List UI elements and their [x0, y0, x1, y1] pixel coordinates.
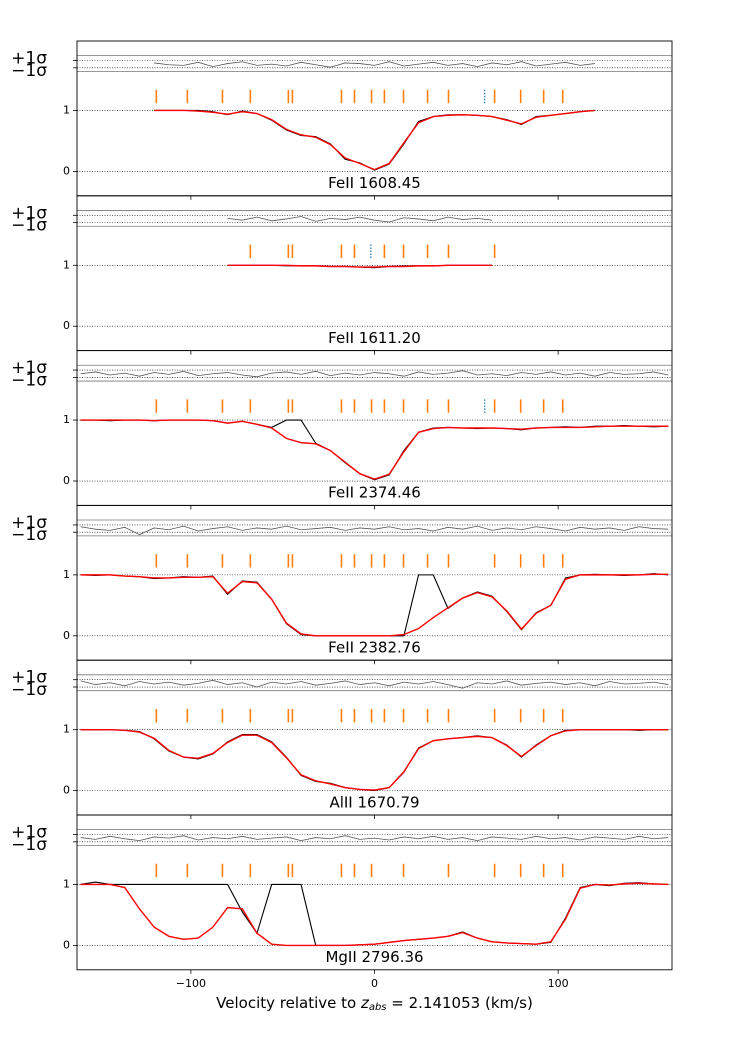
residual-line: [80, 370, 669, 378]
y-tick-label: +1σ: [11, 513, 47, 533]
y-tick-label: 0: [63, 784, 70, 797]
panel-label: MgII 2796.36: [325, 948, 423, 966]
y-tick-label: +1σ: [11, 203, 47, 223]
residual-line: [227, 216, 493, 223]
y-tick-label: −1σ: [11, 525, 47, 545]
flux-line: [80, 573, 669, 637]
y-tick-label: +1σ: [11, 668, 47, 688]
model-line: [80, 882, 669, 947]
x-axis-label-part: z: [360, 993, 370, 1011]
panel-frame: [76, 195, 673, 352]
panel-label: AlII 1670.79: [329, 793, 419, 811]
panel-label: FeII 2382.76: [328, 639, 421, 657]
residual-line: [154, 61, 595, 68]
y-tick-label: 1: [63, 413, 70, 426]
x-axis-label-part: Velocity relative to: [216, 993, 361, 1011]
y-tick-label: −1σ: [11, 835, 47, 855]
flux-line: [80, 419, 669, 481]
flux-line: [80, 729, 669, 792]
y-tick-label: −1σ: [11, 680, 47, 700]
y-tick-label: −1σ: [11, 61, 47, 81]
y-tick-label: +1σ: [11, 823, 47, 843]
y-tick-label: 0: [63, 164, 70, 177]
x-axis-label: Velocity relative to zabs = 2.141053 (km…: [216, 993, 533, 1013]
y-tick-label: −1σ: [11, 370, 47, 390]
y-tick-label: 0: [63, 474, 70, 487]
y-tick-label: 1: [63, 877, 70, 890]
y-tick-label: +1σ: [11, 49, 47, 69]
x-tick-label: 100: [548, 977, 569, 990]
panel-label: FeII 1608.45: [328, 174, 421, 192]
residual-line: [80, 679, 669, 689]
model-line: [80, 728, 669, 791]
panel-frame: [76, 504, 673, 661]
model-line: [80, 573, 669, 637]
y-tick-label: 1: [63, 258, 70, 271]
y-tick-label: +1σ: [11, 358, 47, 378]
flux-line: [154, 109, 595, 171]
x-tick-label: −100: [176, 977, 206, 990]
residual-line: [80, 525, 669, 536]
y-tick-label: −1σ: [11, 216, 47, 236]
y-tick-label: 0: [63, 938, 70, 951]
panel-label: FeII 1611.20: [328, 329, 421, 347]
x-tick-label: 0: [371, 977, 378, 990]
y-tick-label: 0: [63, 629, 70, 642]
model-line: [154, 109, 595, 171]
x-axis-label-part: abs: [369, 1002, 387, 1013]
model-line: [80, 419, 669, 480]
model-line: [227, 264, 493, 268]
y-tick-label: 0: [63, 319, 70, 332]
y-tick-label: 1: [63, 103, 70, 116]
panel-label: FeII 2374.46: [328, 484, 421, 502]
y-tick-label: 1: [63, 568, 70, 581]
x-axis-label-part: = 2.141053 (km/s): [387, 993, 533, 1011]
residual-line: [80, 835, 669, 842]
y-tick-label: 1: [63, 723, 70, 736]
